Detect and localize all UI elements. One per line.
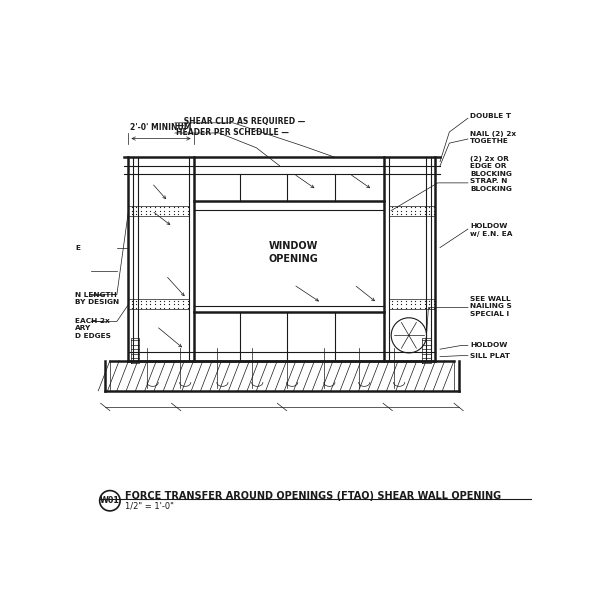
- Text: SEE WALL
NAILING S
SPECIAL I: SEE WALL NAILING S SPECIAL I: [470, 296, 512, 317]
- Text: W01: W01: [100, 496, 120, 505]
- Text: 1/2" = 1'-0": 1/2" = 1'-0": [125, 502, 173, 511]
- Text: N LENGTH
BY DESIGN: N LENGTH BY DESIGN: [75, 292, 119, 305]
- Text: EACH 2x
ARY
D EDGES: EACH 2x ARY D EDGES: [75, 318, 111, 339]
- Text: NAIL (2) 2x
TOGETHE: NAIL (2) 2x TOGETHE: [470, 131, 517, 145]
- Text: HOLDOW: HOLDOW: [470, 341, 508, 347]
- Text: (2) 2x OR
EDGE OR
BLOCKING
STRAP. N
BLOCKING: (2) 2x OR EDGE OR BLOCKING STRAP. N BLOC…: [470, 155, 512, 191]
- Text: __SHEAR CLIP AS REQUIRED —: __SHEAR CLIP AS REQUIRED —: [176, 118, 305, 127]
- Text: 2'-0' MININUM: 2'-0' MININUM: [130, 122, 192, 131]
- Text: E: E: [75, 245, 80, 251]
- Text: SILL PLAT: SILL PLAT: [470, 353, 510, 359]
- Text: FORCE TRANSFER AROUND OPENINGS (FTAO) SHEAR WALL OPENING: FORCE TRANSFER AROUND OPENINGS (FTAO) SH…: [125, 491, 501, 500]
- Text: WINDOW
OPENING: WINDOW OPENING: [269, 241, 319, 264]
- Text: HOLDOW
w/ E.N. EA: HOLDOW w/ E.N. EA: [470, 223, 513, 237]
- Text: HEADER PER SCHEDULE —: HEADER PER SCHEDULE —: [176, 128, 289, 137]
- Text: DOUBLE T: DOUBLE T: [470, 113, 511, 119]
